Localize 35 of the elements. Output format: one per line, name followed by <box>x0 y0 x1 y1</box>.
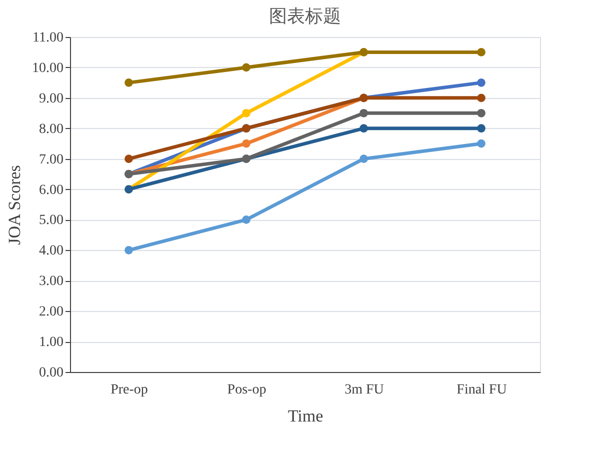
point <box>477 124 486 133</box>
x-tick-label: Pos-op <box>227 382 266 398</box>
y-tick-label: 4.00 <box>39 244 64 259</box>
point <box>477 108 486 118</box>
point <box>477 48 486 56</box>
chart-title: 图表标题 <box>269 6 341 27</box>
point <box>242 63 250 72</box>
point <box>124 246 133 254</box>
y-tick-label: 1.00 <box>39 335 64 350</box>
point <box>360 124 368 133</box>
x-tick-label: Pre-op <box>110 382 148 398</box>
point <box>242 108 250 118</box>
y-tick-label: 7.00 <box>39 152 64 168</box>
y-tick-label: 8.00 <box>39 122 64 137</box>
y-tick-label: 2.00 <box>39 304 64 320</box>
x-tick-label: 3m FU <box>344 382 384 398</box>
y-tick-label: 0.00 <box>39 366 64 380</box>
point <box>477 139 486 148</box>
y-tick-label: 5.00 <box>39 213 64 228</box>
y-tick-label: 3.00 <box>39 274 64 290</box>
y-tick-label: 9.00 <box>39 91 64 106</box>
point <box>124 78 133 87</box>
point <box>124 154 133 163</box>
point <box>242 139 250 148</box>
y-tick-label: 6.00 <box>39 182 64 198</box>
y-tick-label: 11.00 <box>32 30 64 46</box>
x-axis-title: Time <box>288 406 324 426</box>
point <box>360 154 368 163</box>
point <box>477 78 486 87</box>
y-tick-label: 10.00 <box>32 60 64 76</box>
point <box>477 94 486 102</box>
y-axis-title: JOA Scores <box>5 165 24 245</box>
point <box>242 216 250 224</box>
x-tick-label: Final FU <box>456 382 507 398</box>
point <box>360 108 368 118</box>
